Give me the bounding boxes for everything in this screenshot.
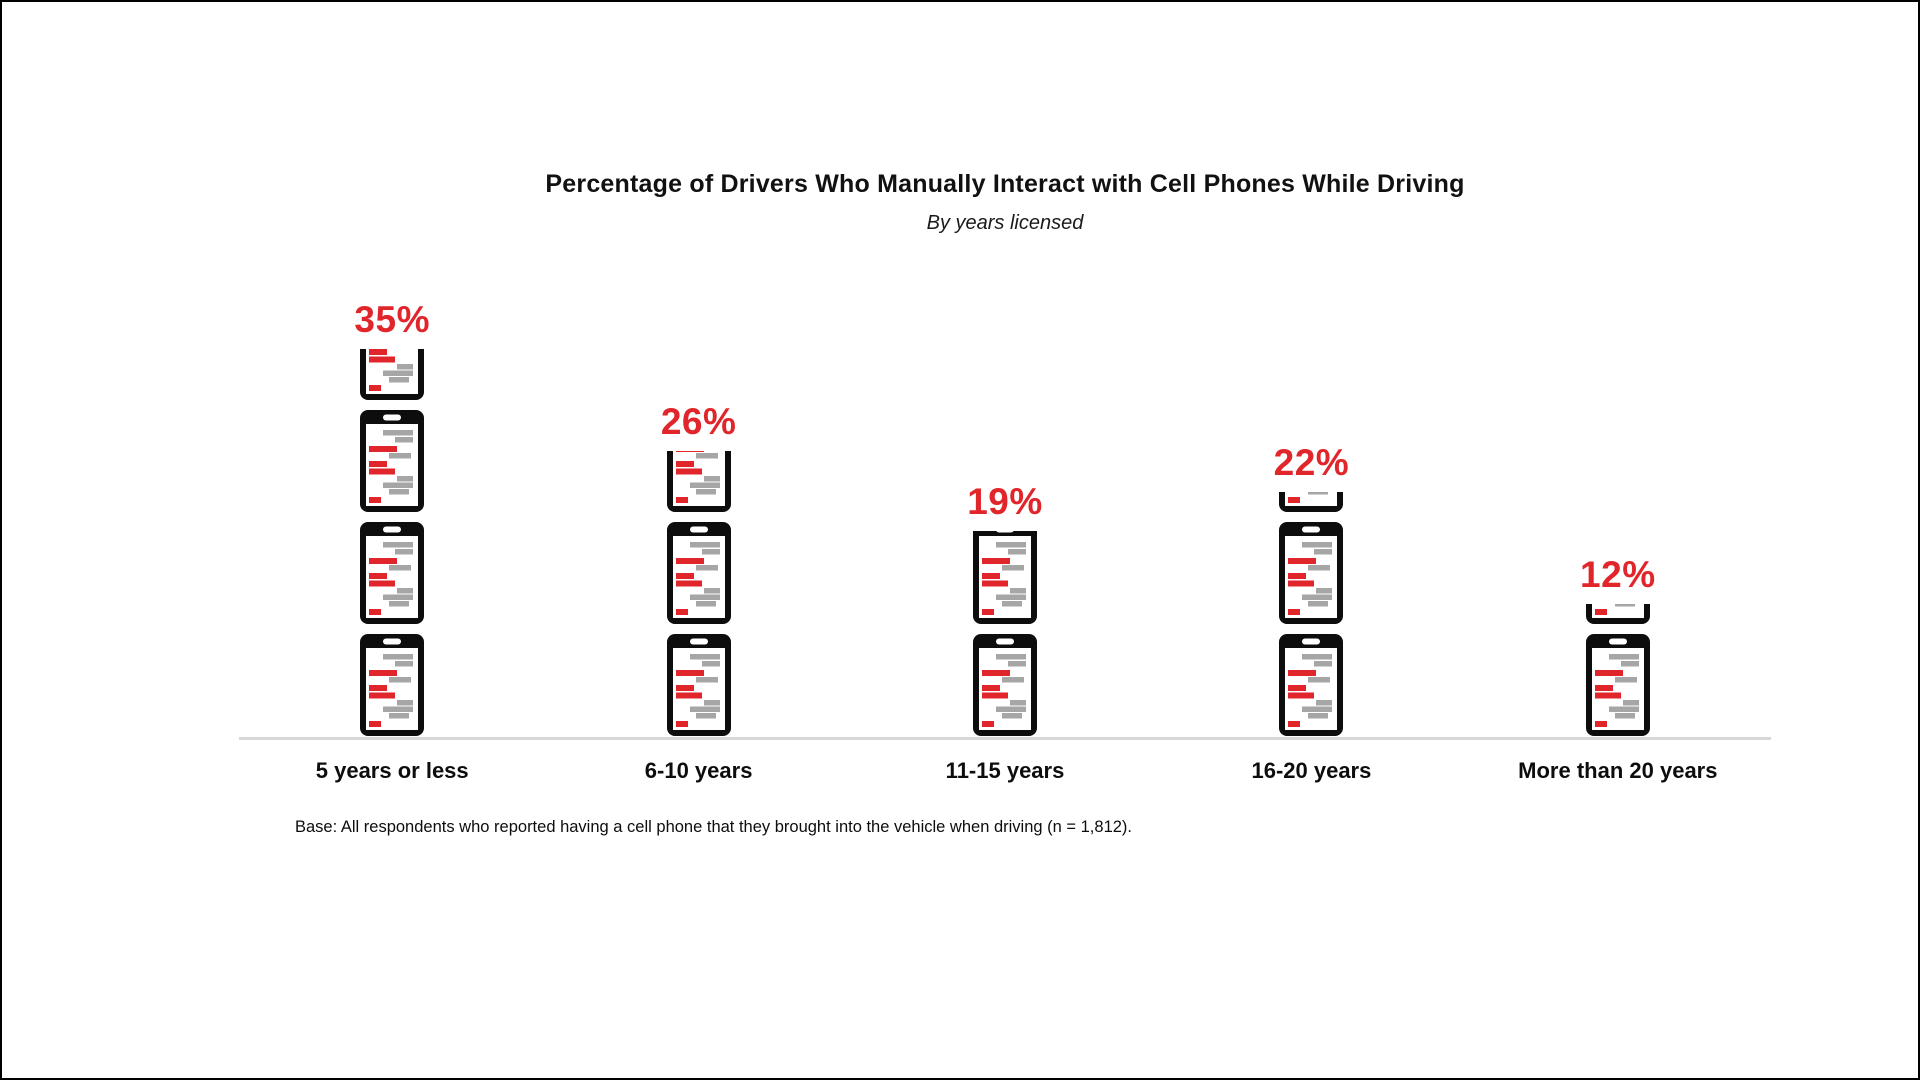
smartphone-messages-icon xyxy=(359,521,425,625)
smartphone-messages-icon xyxy=(972,633,1038,737)
smartphone-messages-icon-partial xyxy=(1278,492,1344,513)
bar-column-16-20-years: 22% xyxy=(1158,442,1464,737)
smartphone-messages-icon-partial xyxy=(1585,604,1651,625)
bar-column-5-years-or-less: 35% xyxy=(239,299,545,737)
category-labels-row: 5 years or less 6-10 years 11-15 years 16-2… xyxy=(239,758,1771,784)
smartphone-messages-icon-partial xyxy=(359,349,425,401)
chart-subtitle: By years licensed xyxy=(926,212,1084,234)
value-label-more-than-20-years: 12% xyxy=(1580,554,1656,595)
smartphone-messages-icon xyxy=(666,521,732,625)
bar-columns: 35% 26% 19% 22% 12% xyxy=(239,2,1771,737)
smartphone-messages-icon xyxy=(1278,633,1344,737)
category-label-16-20-years: 16-20 years xyxy=(1251,758,1372,783)
category-label-6-10-years: 6-10 years xyxy=(644,758,753,783)
smartphone-messages-icon xyxy=(1585,633,1651,737)
smartphone-messages-icon xyxy=(666,633,732,737)
category-label-5-years-or-less: 5 years or less xyxy=(315,758,469,783)
smartphone-messages-icon-partial xyxy=(972,531,1038,625)
smartphone-messages-icon-partial xyxy=(666,451,732,513)
value-label-5-years-or-less: 35% xyxy=(354,299,430,340)
category-label-11-15-years: 11-15 years xyxy=(945,758,1065,783)
value-label-6-10-years: 26% xyxy=(660,401,737,442)
smartphone-messages-icon xyxy=(359,409,425,513)
value-label-11-15-years: 19% xyxy=(967,481,1043,522)
smartphone-messages-icon xyxy=(1278,521,1344,625)
chart-title: Percentage of Drivers Who Manually Inter… xyxy=(545,170,1465,198)
bar-column-11-15-years: 19% xyxy=(852,481,1158,737)
phone-stack-5-years-or-less xyxy=(359,349,425,737)
bar-column-more-than-20-years: 12% xyxy=(1465,554,1771,737)
value-label-16-20-years: 22% xyxy=(1273,442,1350,483)
base-note: Base: All respondents who reported havin… xyxy=(295,818,1132,836)
baseline-axis xyxy=(239,737,1771,740)
smartphone-messages-icon xyxy=(359,633,425,737)
phone-stack-6-10-years xyxy=(666,451,732,737)
phone-stack-11-15-years xyxy=(972,531,1038,737)
bar-column-6-10-years: 26% xyxy=(545,401,851,737)
phone-stack-16-20-years xyxy=(1278,492,1344,737)
category-label-more-than-20-years: More than 20 years xyxy=(1518,758,1718,783)
phone-stack-more-than-20-years xyxy=(1585,604,1651,737)
